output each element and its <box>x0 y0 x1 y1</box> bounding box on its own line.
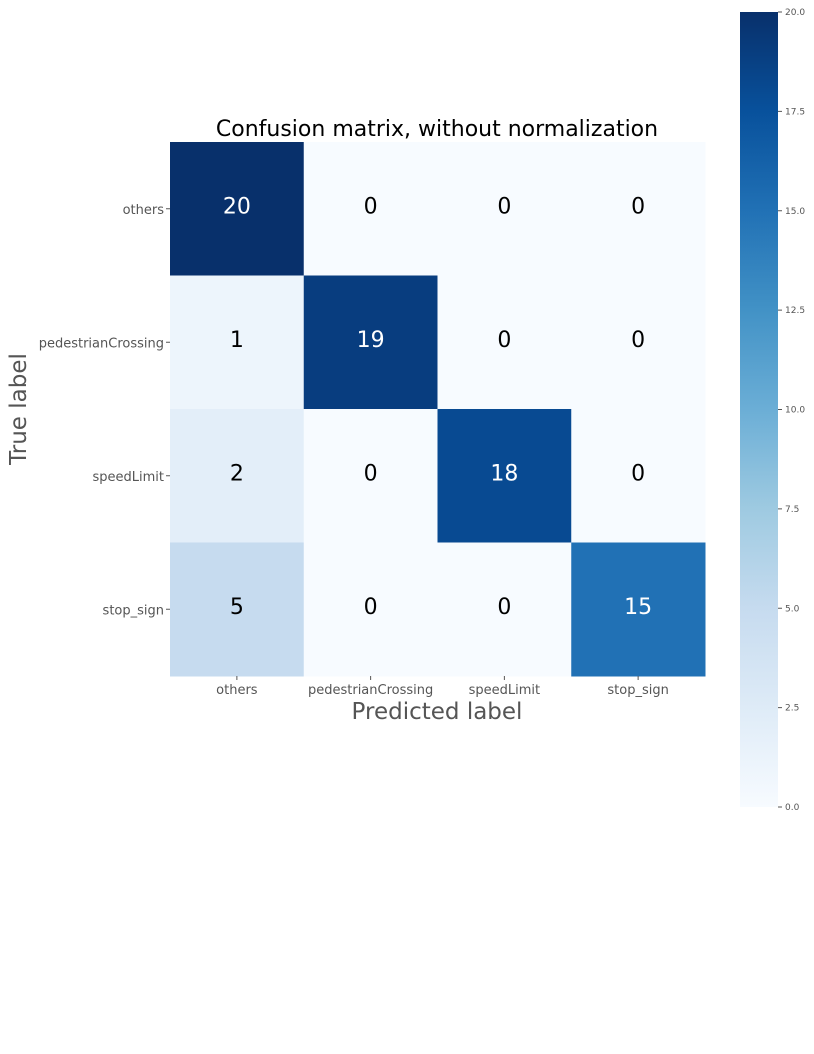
x-tick-label: speedLimit <box>469 683 541 698</box>
x-axis-ticks: others pedestrianCrossing speedLimit stop_s… <box>216 676 669 698</box>
y-tick-label: others <box>123 203 165 218</box>
colorbar-tick-label: 15.0 <box>785 207 805 217</box>
cell-value-label: 0 <box>631 461 645 486</box>
colorbar-tick-label: 17.5 <box>785 107 805 117</box>
x-tick-label: others <box>216 683 258 698</box>
cell-value-label: 0 <box>497 194 511 219</box>
x-tick-label: pedestrianCrossing <box>308 683 433 698</box>
cell-value-label: 1 <box>230 328 244 353</box>
heatmap-cell <box>170 275 305 410</box>
heatmap-cell <box>303 275 438 410</box>
x-axis-label: Predicted label <box>352 699 523 725</box>
x-tick-label: stop_sign <box>607 683 668 698</box>
colorbar-tick-label: 20.0 <box>785 8 805 18</box>
cell-value-label: 0 <box>364 194 378 219</box>
heatmap-cell <box>571 542 706 677</box>
heatmap-cell <box>303 142 438 276</box>
chart-title: Confusion matrix, without normalization <box>216 117 658 142</box>
cell-value-label: 2 <box>230 461 244 486</box>
colorbar-tick-label: 12.5 <box>785 306 805 316</box>
y-axis-ticks: others pedestrianCrossing speedLimit stop_s… <box>39 203 170 618</box>
cell-value-label: 0 <box>631 328 645 353</box>
cell-value-label: 5 <box>230 595 244 620</box>
heatmap-cells <box>170 142 706 677</box>
cell-value-label: 0 <box>364 461 378 486</box>
heatmap-cell <box>303 409 438 543</box>
cell-value-label: 0 <box>497 328 511 353</box>
heatmap-cell <box>170 542 305 677</box>
cell-value-label: 0 <box>497 595 511 620</box>
heatmap-cell <box>170 142 305 276</box>
heatmap-cell <box>170 409 305 543</box>
heatmap-cell <box>571 142 706 276</box>
y-axis-label: True label <box>6 353 32 466</box>
cell-value-label: 18 <box>490 461 518 486</box>
heatmap-cell <box>437 542 572 677</box>
colorbar-tick-label: 5.0 <box>785 604 800 614</box>
heatmap-cell <box>571 275 706 410</box>
colorbar-tick-label: 0.0 <box>785 803 800 813</box>
y-tick-label: stop_sign <box>103 603 164 618</box>
y-tick-label: speedLimit <box>93 470 165 485</box>
cell-value-label: 20 <box>223 194 251 219</box>
heatmap-cell <box>437 409 572 543</box>
cell-value-label: 0 <box>631 194 645 219</box>
cell-value-label: 15 <box>624 595 652 620</box>
heatmap-cell <box>303 542 438 677</box>
colorbar-tick-label: 10.0 <box>785 406 805 416</box>
colorbar-ticks: 0.0 2.5 5.0 7.5 10.0 12.5 15.0 17.5 20.0 <box>778 8 805 813</box>
colorbar-tick-label: 2.5 <box>785 704 799 714</box>
colorbar-tick-label: 7.5 <box>785 505 799 515</box>
heatmap-cell-values: 20 0 0 01 19 0 02 0 18 05 0 0 15 <box>223 194 652 620</box>
heatmap-cell <box>437 142 572 276</box>
heatmap-cell <box>571 409 706 543</box>
colorbar <box>740 12 778 807</box>
heatmap-cell <box>437 275 572 410</box>
y-tick-label: pedestrianCrossing <box>39 336 164 351</box>
cell-value-label: 0 <box>364 595 378 620</box>
cell-value-label: 19 <box>357 328 385 353</box>
